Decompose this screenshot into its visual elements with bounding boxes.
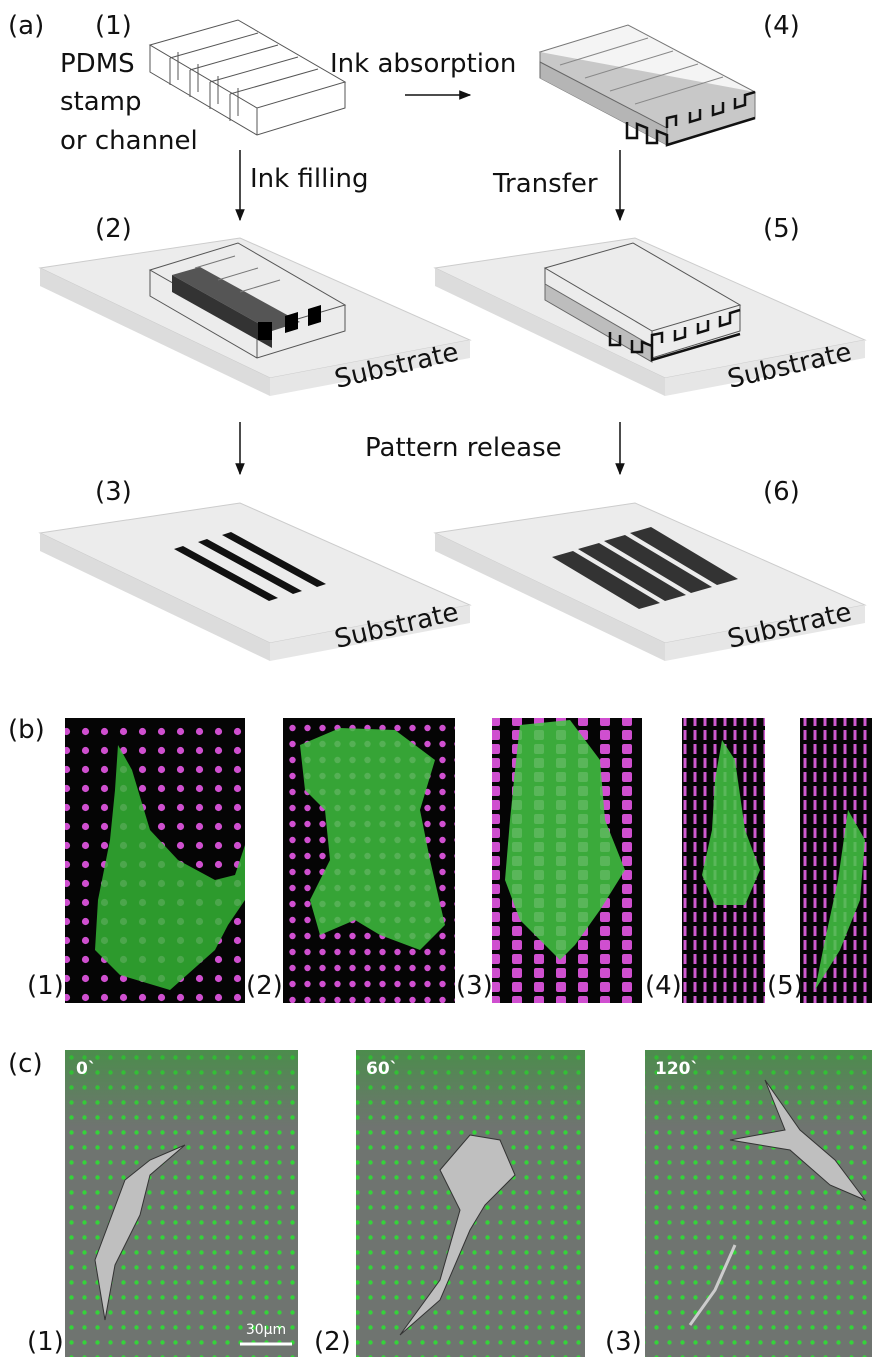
image-label: (5) xyxy=(767,971,804,1001)
image-label: (4) xyxy=(645,971,682,1001)
arrow-label: Ink filling xyxy=(250,164,369,194)
shape xyxy=(150,20,345,108)
step-label: (1) xyxy=(95,11,132,41)
panel-label: (c) xyxy=(8,1049,43,1079)
timestamp: 60` xyxy=(366,1059,398,1079)
arrow-label: Ink absorption xyxy=(330,49,516,79)
pdms-stamp xyxy=(150,20,345,135)
step-label: (6) xyxy=(763,477,800,507)
page: (a) (1) (2) (3) (4) (5) (6) PDMS stamp o… xyxy=(0,0,872,1360)
scale-bar-label: 30µm xyxy=(246,1322,286,1338)
overlay xyxy=(65,1050,298,1357)
inked-stamp xyxy=(540,25,755,145)
figure: (a) (1) (2) (3) (4) (5) (6) PDMS stamp o… xyxy=(0,0,872,1360)
arrow-label: Transfer xyxy=(492,169,598,199)
image-label: (2) xyxy=(314,1327,351,1357)
panel-c: (c) 0` 60` 120` 30µm (1) (2) (3) xyxy=(8,1049,872,1357)
timestamp: 0` xyxy=(76,1059,96,1079)
image-label: (3) xyxy=(456,971,493,1001)
timestamp: 120` xyxy=(655,1059,699,1079)
step-label: (4) xyxy=(763,11,800,41)
stamp-label: or channel xyxy=(60,126,198,156)
image-label: (1) xyxy=(27,971,64,1001)
panel-label: (b) xyxy=(8,715,45,745)
stamp-label: PDMS xyxy=(60,49,135,79)
panel-a: (a) (1) (2) (3) (4) (5) (6) PDMS stamp o… xyxy=(8,11,865,661)
panel-b: (b) (1) (2) (3) (4) (5) xyxy=(8,715,872,1003)
step-label: (5) xyxy=(763,214,800,244)
overlay xyxy=(645,1050,872,1357)
stamp-label: stamp xyxy=(60,87,142,117)
shape xyxy=(150,45,345,135)
step-label: (2) xyxy=(95,214,132,244)
arrow-label: Pattern release xyxy=(365,433,562,463)
image-label: (1) xyxy=(27,1327,64,1357)
image-label: (3) xyxy=(605,1327,642,1357)
panel-label: (a) xyxy=(8,11,44,41)
image-label: (2) xyxy=(246,971,283,1001)
step-label: (3) xyxy=(95,477,132,507)
shape xyxy=(170,33,318,94)
